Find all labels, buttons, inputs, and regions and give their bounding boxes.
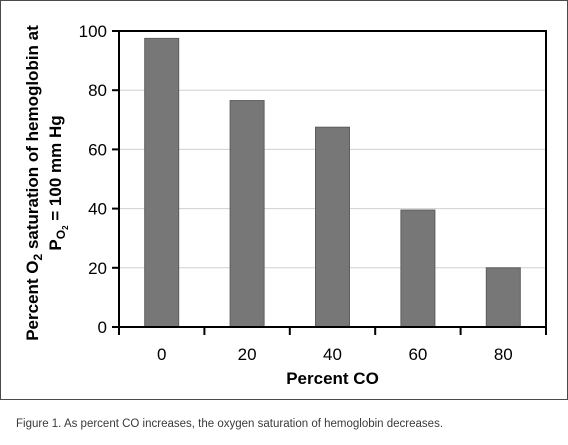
x-tick-label: 80 — [494, 345, 513, 364]
bar — [315, 126, 350, 328]
y-tick-label: 80 — [88, 81, 107, 100]
x-tick-label: 40 — [323, 345, 342, 364]
figure-caption: Figure 1. As percent CO increases, the o… — [16, 418, 444, 430]
y-tick-label: 40 — [88, 200, 107, 219]
y-tick-label: 20 — [88, 259, 107, 278]
bar — [485, 267, 521, 328]
y-tick-label: 60 — [88, 140, 107, 159]
bar — [400, 209, 436, 328]
y-axis-label: Percent O2 saturation of hemoglobin at P… — [23, 25, 70, 341]
y-label-text: Percent O — [23, 260, 42, 340]
x-tick-label: 60 — [408, 345, 427, 364]
bar-layer — [144, 37, 521, 328]
x-axis-label: Percent CO — [286, 369, 379, 388]
tick-layer: 0 20 40 60 80 100 0 20 40 60 80 — [79, 22, 547, 364]
plot-frame — [118, 30, 547, 328]
y-label-subsubscript: 2 — [61, 225, 70, 230]
y-label-subscript: O — [54, 230, 68, 239]
x-tick-label: 0 — [157, 345, 166, 364]
y-label-text: saturation of hemoglobin at — [23, 25, 42, 254]
y-tick-label: 0 — [98, 318, 107, 337]
y-label-text: = 100 mm Hg — [46, 115, 65, 225]
bar — [144, 37, 180, 328]
y-label-subscript: 2 — [31, 253, 45, 260]
y-label-text: P — [46, 239, 65, 250]
y-axis-label-line1: Percent O2 saturation of hemoglobin at — [23, 25, 45, 341]
y-axis-label-line2: PO2 = 100 mm Hg — [46, 115, 70, 250]
y-tick-label: 100 — [79, 22, 107, 41]
bar — [229, 100, 265, 328]
x-tick-label: 20 — [238, 345, 257, 364]
bar-chart: 0 20 40 60 80 100 0 20 40 60 80 Percent CO Percent… — [23, 22, 547, 388]
chart-panel: 0 20 40 60 80 100 0 20 40 60 80 Percent CO Percent… — [0, 0, 568, 400]
